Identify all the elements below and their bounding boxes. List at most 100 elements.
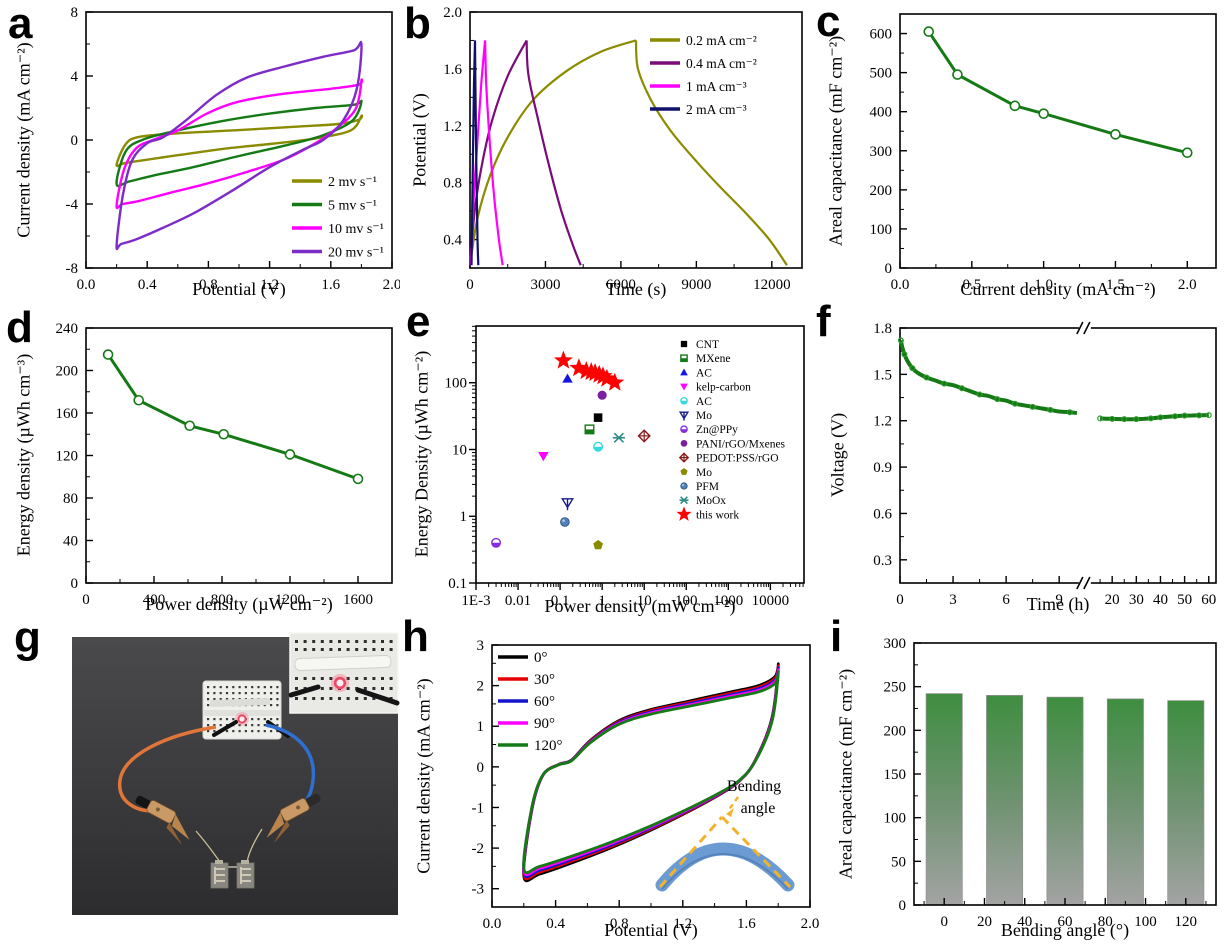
bar-90deg (1106, 698, 1144, 906)
x-tick-label: 100 (675, 593, 698, 609)
y-tick-label: 0.9 (873, 460, 892, 476)
y-tick-label: 50 (891, 854, 906, 870)
y-axis-label: Areal capacitance (mF cm⁻²) (825, 35, 846, 247)
bending-angle-inset: Bending angle (655, 778, 795, 892)
legend-item: this work (676, 506, 739, 521)
legend-item: 20 mv s⁻¹ (292, 246, 384, 261)
y-tick-label: 0.3 (873, 553, 892, 569)
inset-label: Bending (727, 778, 781, 795)
voltage-curve-right (1099, 413, 1209, 422)
y-tick-label: 100 (884, 811, 907, 827)
data-point (184, 420, 195, 432)
legend-item: CNT (680, 339, 719, 351)
data-point (102, 349, 114, 360)
y-tick-label: -1 (472, 800, 485, 816)
legend-label: 0.2 mA cm⁻² (686, 33, 757, 48)
legend-label: PFM (696, 481, 719, 493)
chart-i-bending-capacitance: 0 20 40 60 80 100 120 0 50 100 150 200 250 300 (884, 636, 1217, 930)
legend-item: 0° (498, 650, 548, 666)
y-axis-label: Voltage (V) (827, 412, 848, 498)
y-tick-label: 500 (870, 66, 893, 82)
scatter-series-MXene (584, 424, 595, 435)
x-tick-label: 0.8 (610, 916, 629, 932)
legend-item: Zn@PPy (680, 424, 738, 436)
axes-frame (899, 13, 1217, 269)
scatter-series-CNT (593, 413, 603, 422)
chart-h-cv-bending: 0.0 0.4 0.8 1.2 1.6 2.0-3-2-101230°30°60°90°1… (472, 638, 820, 932)
legend-label: CNT (696, 339, 719, 351)
y-tick-label: 40 (63, 534, 78, 550)
led-indicator (235, 712, 249, 726)
x-axis-label: Power density (µW cm⁻²) (145, 594, 333, 614)
y-tick-label: 250 (884, 680, 907, 696)
y-tick-label: 10 (452, 442, 467, 458)
x-tick-label: 0.5 (962, 277, 981, 293)
y-tick-label: 0 (477, 760, 485, 776)
cv-curve-90 (522, 668, 780, 877)
data-point (952, 69, 963, 80)
x-tick-label: 3 (949, 592, 957, 608)
x-tick-label: 30 (1129, 592, 1144, 608)
x-tick-label: 0.0 (77, 277, 96, 293)
data-point (923, 26, 935, 37)
legend-label: kelp-carbon (696, 382, 751, 394)
x-tick-label: 1.6 (737, 916, 756, 932)
data-point (133, 394, 144, 406)
chart-c-rate-capacitance: 0.0 0.5 1.0 1.5 2.0 0 100 200 300 400 500 600 (870, 13, 1217, 293)
axes-frame (899, 327, 1217, 584)
legend-item: PANI/rGO/Mxenes (680, 438, 786, 450)
x-tick-label: 1.2 (260, 277, 279, 293)
legend-item: Mo (678, 410, 712, 422)
voltage-curve-left (898, 340, 1078, 415)
legend-item: MoOx (679, 495, 726, 507)
x-tick-label: 400 (143, 592, 166, 608)
panel-letter: c (816, 0, 841, 46)
legend-label: 0° (534, 650, 548, 666)
bar-0deg (925, 693, 963, 906)
scatter-series-Mo (593, 539, 603, 550)
legend-item: PFM (680, 481, 719, 493)
x-tick-label: 12000 (753, 277, 791, 293)
legend-label: MXene (696, 353, 731, 365)
y-tick-label: 3 (477, 638, 485, 654)
y-tick-label: 1 (477, 719, 485, 735)
x-axis-label: Bending angle (°) (1000, 920, 1130, 940)
x-tick-label: 9 (1055, 592, 1063, 608)
legend-item: 1 mA cm⁻³ (650, 79, 747, 94)
legend-label: Zn@PPy (696, 424, 738, 436)
x-tick-label: 1.2 (673, 916, 692, 932)
x-tick-label: 0 (466, 277, 474, 293)
x-tick-label: 50 (1177, 592, 1192, 608)
x-tick-label: 1 (598, 593, 606, 609)
x-tick-label: 1.6 (321, 277, 340, 293)
y-tick-label: 300 (884, 636, 907, 652)
x-axis-label: Potential (V) (604, 920, 698, 940)
y-axis-label: Areal capacitance (mF cm⁻²) (835, 668, 856, 880)
y-tick-label: -4 (66, 197, 79, 213)
y-tick-label: 200 (56, 364, 79, 380)
data-point (1181, 147, 1193, 159)
x-tick-label: 0.0 (891, 277, 910, 293)
x-tick-label: 40 (1153, 592, 1168, 608)
x-axis-label: Potential (V) (192, 279, 286, 299)
y-tick-label: 120 (56, 449, 79, 465)
data-line (927, 30, 1188, 155)
x-tick-label: 2.0 (1178, 277, 1197, 293)
legend-item: 5 mv s⁻¹ (292, 199, 377, 214)
microsupercapacitor-device-2 (236, 860, 255, 889)
x-tick-label: 0.8 (199, 277, 218, 293)
legend-label: 0.4 mA cm⁻² (686, 56, 757, 71)
x-axis-label: Current density (mA cm⁻²) (960, 279, 1156, 299)
data-point (352, 473, 364, 485)
legend-item: 30° (498, 672, 555, 688)
legend-label: 120° (534, 738, 563, 754)
y-tick-label: 300 (870, 144, 893, 160)
inset-label: angle (741, 800, 776, 817)
x-tick-label: 0.0 (483, 916, 502, 932)
breadboard (202, 680, 282, 740)
scatter-series-AC (593, 441, 604, 452)
y-tick-label: 1.2 (443, 119, 462, 135)
scatter-series-thiswork (553, 350, 625, 391)
scatter-series-ZnPPy (491, 537, 502, 548)
